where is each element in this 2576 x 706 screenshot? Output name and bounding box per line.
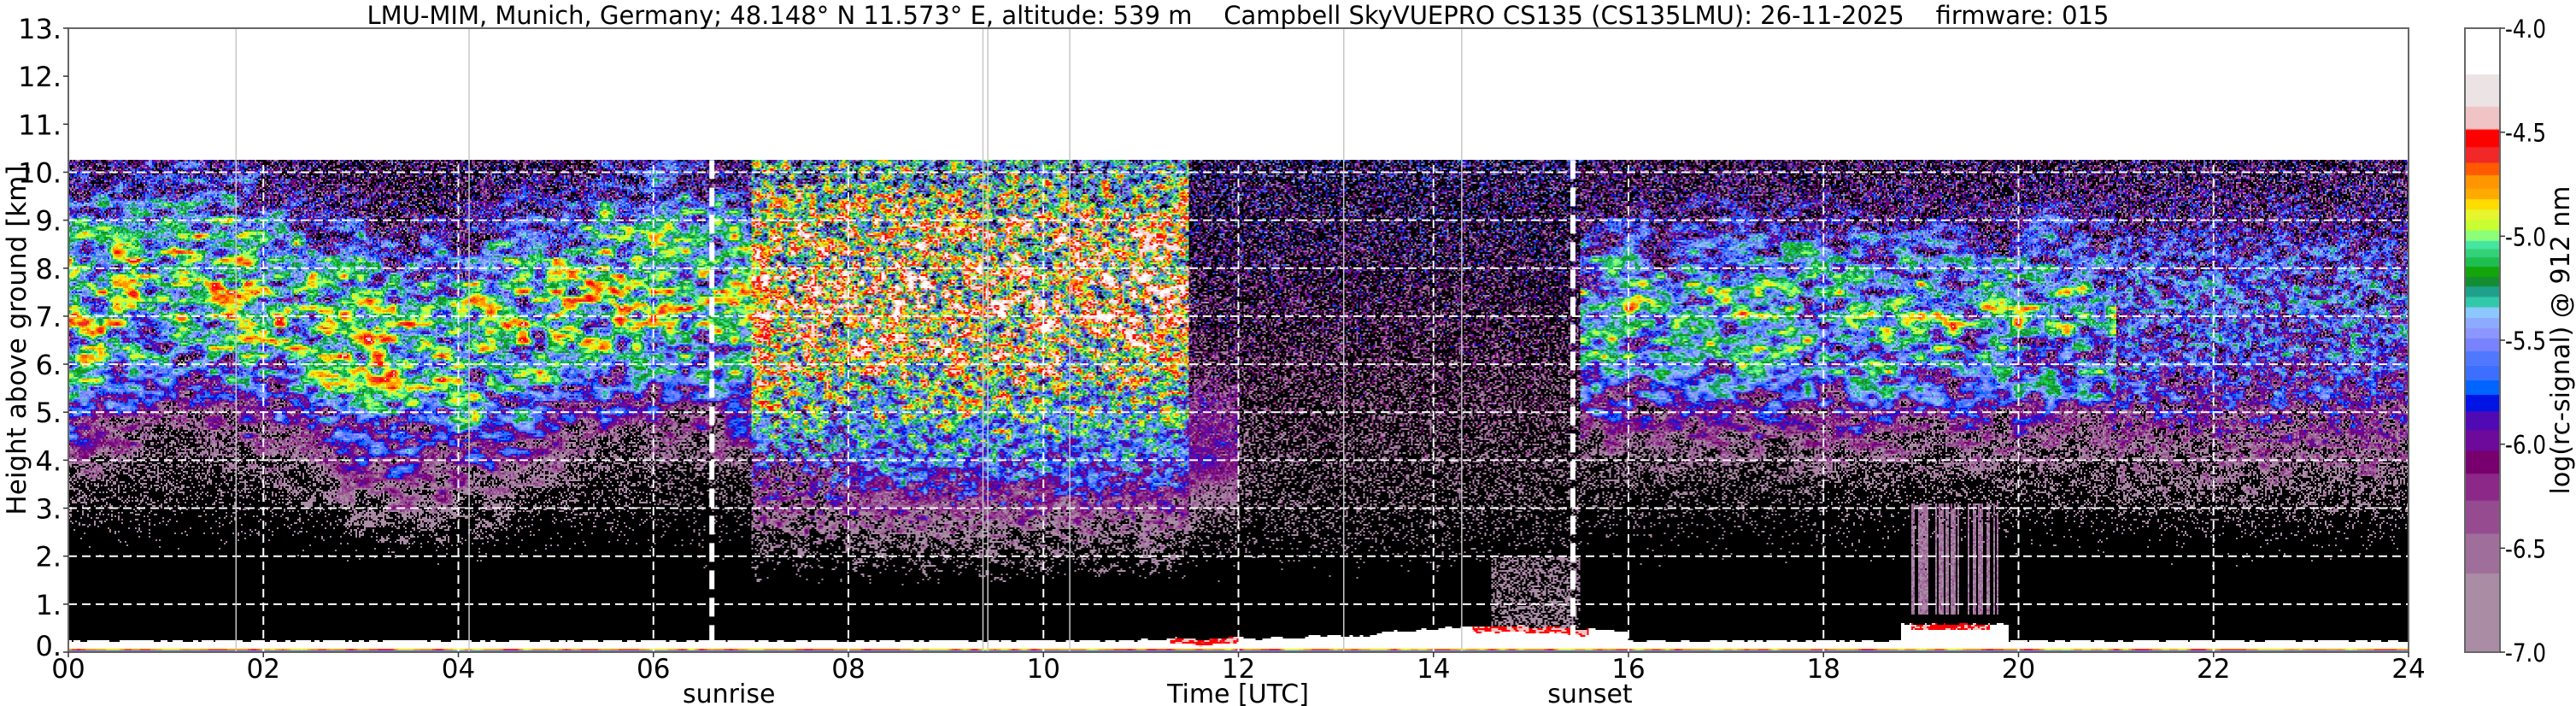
sunset-label: sunset	[1547, 680, 1633, 706]
sunrise-label: sunrise	[683, 680, 775, 706]
x-tick-label: 02	[247, 654, 280, 685]
y-tick-label: 8.	[35, 253, 62, 285]
y-tick-label: 12.	[18, 61, 62, 93]
plot-frame	[67, 27, 2409, 653]
x-tick-label: 12	[1222, 654, 1255, 685]
y-tick-label: 0.	[35, 630, 62, 662]
colorbar-tick-label: -4.0	[2505, 15, 2546, 44]
colorbar-tick-label: -6.0	[2505, 431, 2546, 460]
data-gap-lines	[235, 28, 1463, 652]
y-tick-label: 9.	[35, 205, 62, 238]
x-tick-label: 24	[2391, 654, 2425, 685]
y-tick-label: 10.	[18, 156, 62, 189]
x-tick-label: 10	[1027, 654, 1060, 685]
y-tick-label: 7.	[35, 301, 62, 333]
x-tick-label: 04	[442, 654, 475, 685]
colorbar-tick-label: -5.5	[2505, 327, 2546, 356]
y-tick-label: 2.	[35, 541, 62, 574]
colorbar-frame	[2464, 27, 2501, 653]
grid-lines	[68, 28, 2409, 652]
colorbar	[2465, 28, 2500, 652]
colorbar-label: log(rc-signal) @ 912 nm	[2546, 186, 2576, 495]
x-tick-label: 08	[831, 654, 865, 685]
y-axis-label: Height above ground [km]	[2, 165, 32, 515]
y-tick-label: 11.	[18, 109, 62, 141]
x-axis-label: Time [UTC]	[1166, 680, 1309, 706]
y-tick-label: 3.	[35, 493, 62, 526]
y-tick-label: 13.	[18, 13, 62, 45]
y-tick-label: 1.	[35, 589, 62, 621]
x-tick-label: 06	[637, 654, 670, 685]
x-tick-label: 16	[1611, 654, 1645, 685]
y-tick-label: 5.	[35, 397, 62, 429]
chart-title: LMU-MIM, Munich, Germany; 48.148° N 11.5…	[367, 1, 2110, 30]
colorbar-tick-label: -5.0	[2505, 222, 2546, 251]
sun-lines	[709, 160, 1576, 652]
annotations: sunrise sunset	[683, 680, 1633, 706]
colorbar-ticks: -7.0 -6.5 -6.0 -5.5 -5.0 -4.5 -4.0	[2500, 15, 2546, 668]
y-tick-label: 4.	[35, 444, 62, 477]
x-tick-label: 14	[1417, 654, 1450, 685]
colorbar-tick-label: -4.5	[2505, 119, 2546, 148]
colorbar-tick-label: -6.5	[2505, 534, 2546, 563]
x-tick-label: 22	[2197, 654, 2230, 685]
x-axis-ticks: 00 02 04 06 08 10 12 14 16 18 20 22 24	[51, 652, 2426, 685]
y-axis-ticks: 0. 1. 2. 3. 4. 5. 6. 7. 8. 9. 10. 11. 12. 13.	[18, 13, 68, 662]
y-tick-label: 6.	[35, 349, 62, 381]
x-tick-label: 20	[2002, 654, 2035, 685]
x-tick-label: 00	[51, 654, 85, 685]
x-tick-label: 18	[1807, 654, 1840, 685]
colorbar-tick-label: -7.0	[2505, 638, 2546, 668]
